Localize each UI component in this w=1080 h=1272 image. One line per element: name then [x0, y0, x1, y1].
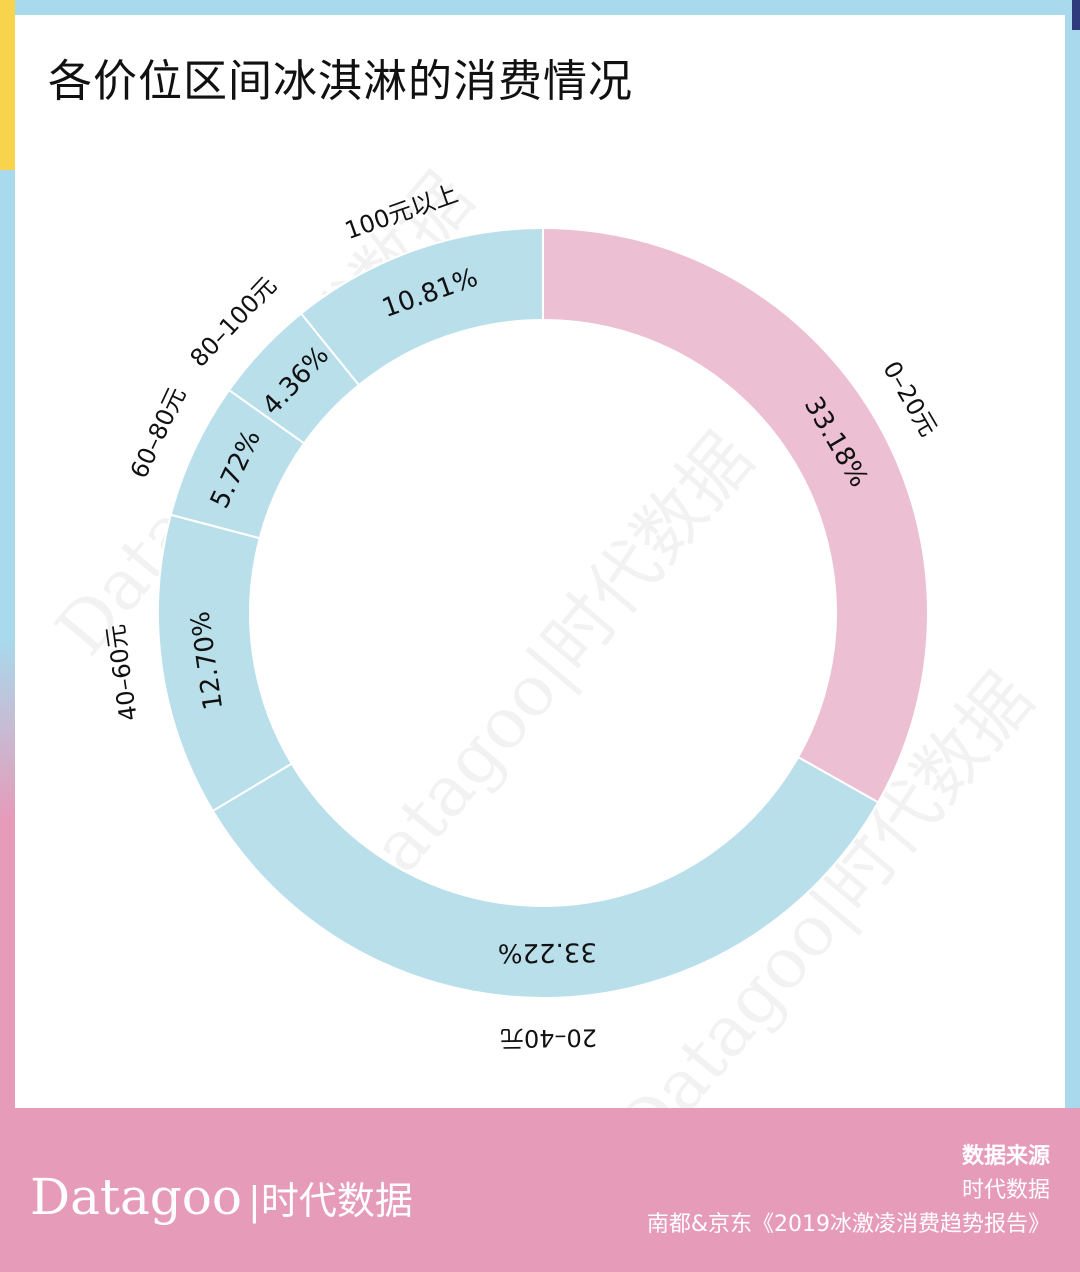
- corner-mark: [1072, 0, 1080, 30]
- category-label: 60–80元: [125, 383, 192, 483]
- logo-cn-text: |时代数据: [248, 1179, 413, 1223]
- logo: Datagoo |时代数据: [30, 1168, 413, 1226]
- slice-2: [157, 513, 294, 813]
- donut-chart: 33.18% 0–20元33.22%20–40元12.70%40–60元5.72%…: [102, 179, 943, 1052]
- logo-text: Datagoo: [30, 1168, 243, 1226]
- chart-title: 各价位区间冰淇淋的消费情况: [48, 56, 633, 107]
- source-heading: 数据来源: [961, 1144, 1050, 1169]
- source-line: 南都&京东《2019冰激凌消费趋势报告》: [646, 1212, 1050, 1237]
- category-label: 20–40元: [500, 1023, 597, 1052]
- slice-5: [299, 226, 544, 387]
- right-border: [1065, 0, 1080, 1272]
- slice-0: [542, 226, 929, 804]
- category-label: 100元以上: [341, 179, 461, 245]
- top-border: [0, 0, 1080, 15]
- left-border: [0, 0, 15, 1272]
- source-block: 数据来源 时代数据 南都&京东《2019冰激凌消费趋势报告》: [647, 1140, 1050, 1242]
- slice-1: [211, 755, 880, 999]
- footer: Datagoo |时代数据 数据来源 时代数据 南都&京东《2019冰激凌消费趋势…: [0, 1108, 1080, 1272]
- category-label: 0–20元: [877, 356, 942, 441]
- category-label: 40–60元: [102, 623, 143, 723]
- source-line: 时代数据: [961, 1178, 1050, 1203]
- value-label: 33.22%: [498, 936, 598, 967]
